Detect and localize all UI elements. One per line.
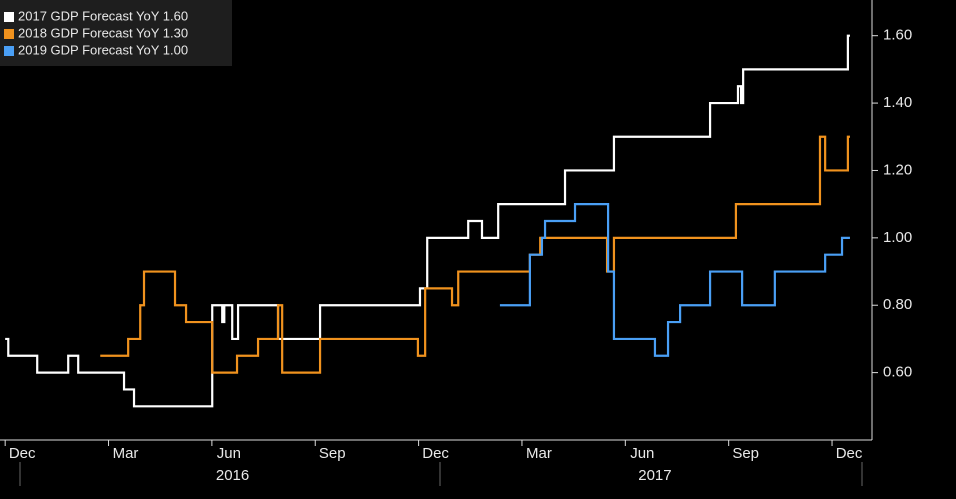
legend-swatch (4, 29, 14, 39)
x-tick-label: Jun (217, 445, 241, 462)
y-tick-label: 1.60 (883, 27, 912, 44)
series-line (100, 135, 850, 374)
legend-label: 2018 GDP Forecast YoY 1.30 (18, 25, 188, 40)
legend-swatch (4, 46, 14, 56)
legend-box (0, 0, 232, 66)
x-tick-label: Mar (526, 445, 552, 462)
series-line (499, 203, 850, 357)
x-tick-label: Sep (732, 445, 759, 462)
y-tick-label: 1.20 (883, 161, 912, 178)
y-tick-label: 1.00 (883, 229, 912, 246)
x-tick-label: Jun (630, 445, 654, 462)
year-label: 2017 (638, 467, 671, 484)
y-tick-label: 0.60 (883, 364, 912, 381)
series-line (5, 34, 850, 408)
legend-label: 2017 GDP Forecast YoY 1.60 (18, 8, 188, 23)
x-tick-label: Sep (319, 445, 346, 462)
legend-label: 2019 GDP Forecast YoY 1.00 (18, 42, 188, 57)
year-label: 2016 (216, 467, 249, 484)
legend-swatch (4, 12, 14, 22)
x-tick-label: Dec (9, 445, 36, 462)
x-tick-label: Dec (422, 445, 449, 462)
y-tick-label: 0.80 (883, 296, 912, 313)
x-tick-label: Mar (113, 445, 139, 462)
x-tick-label: Dec (836, 445, 863, 462)
y-tick-label: 1.40 (883, 94, 912, 111)
